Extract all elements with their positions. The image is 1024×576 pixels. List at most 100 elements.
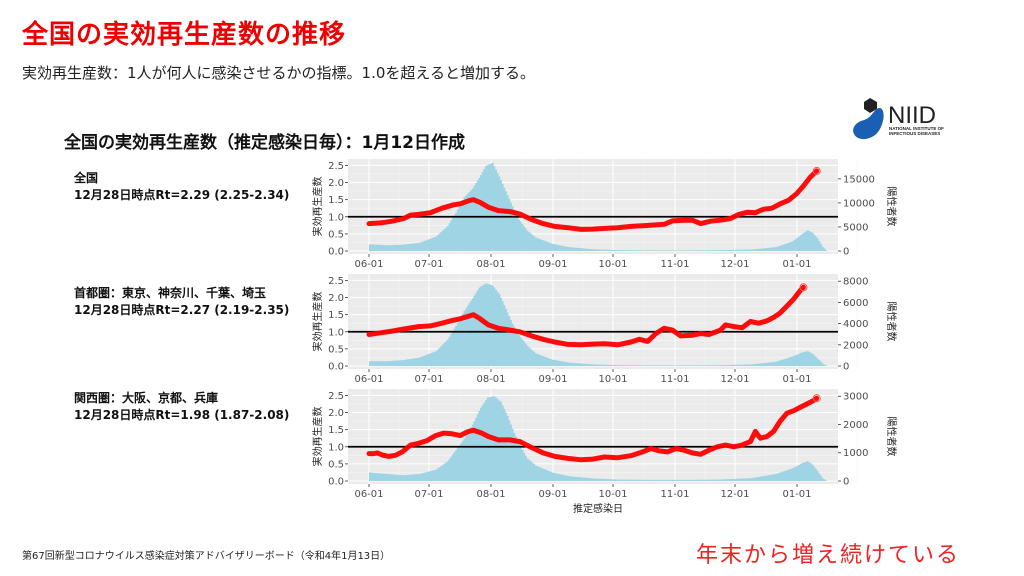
cases-bar — [770, 474, 773, 481]
cases-bar — [563, 246, 565, 251]
cases-bar — [531, 234, 534, 251]
cases-bar — [715, 250, 718, 251]
cases-bar — [710, 250, 713, 251]
cases-bar — [806, 351, 809, 366]
y-tick-label: 0.5 — [328, 229, 344, 240]
cases-bar — [722, 365, 725, 366]
cases-bar — [766, 362, 769, 366]
cases-bar — [747, 478, 750, 481]
x-tick-label: 06-01 — [354, 489, 383, 500]
cases-bar — [453, 328, 456, 366]
cases-bar — [584, 477, 587, 481]
cases-bar — [698, 250, 701, 251]
cases-bar — [435, 236, 438, 251]
cases-bar — [589, 478, 592, 481]
cases-bar — [662, 365, 665, 366]
logo-text: NIID — [888, 102, 936, 129]
cases-bar — [468, 430, 471, 481]
cases-bar — [378, 361, 381, 366]
cases-bar — [747, 364, 750, 366]
x-tick-label: 01-01 — [782, 374, 811, 385]
cases-bar — [432, 470, 434, 481]
cases-bar — [518, 335, 521, 366]
cases-bar — [697, 250, 700, 251]
cases-bar — [627, 250, 630, 251]
cases-bar — [425, 354, 428, 366]
cases-bar — [378, 473, 381, 481]
cases-bar — [626, 479, 628, 481]
cases-bar — [470, 300, 473, 366]
cases-bar — [760, 248, 763, 251]
cases-bar — [380, 244, 383, 251]
cases-bar — [652, 479, 655, 481]
cases-bar — [430, 353, 433, 366]
cases-bar — [801, 233, 804, 251]
cases-bar — [660, 365, 663, 366]
cases-bar — [519, 337, 522, 366]
cases-bar — [551, 243, 554, 251]
cases-bar — [441, 464, 444, 481]
cases-bar — [708, 250, 711, 251]
cases-bar — [582, 248, 585, 251]
cases-bar — [760, 363, 763, 366]
cases-bar — [825, 250, 827, 251]
cases-bar — [617, 365, 620, 366]
cases-bar — [407, 244, 410, 251]
cases-bar — [808, 462, 811, 481]
cases-bar — [649, 365, 652, 366]
cases-bar — [523, 452, 526, 481]
cases-bar — [611, 479, 614, 481]
cases-bar — [446, 461, 449, 481]
cases-bar — [642, 479, 645, 481]
cases-bar — [572, 362, 575, 366]
cases-bar — [567, 247, 570, 251]
cases-bar — [780, 360, 783, 366]
rt-line — [366, 284, 806, 348]
cases-bar — [375, 244, 378, 251]
cases-bar — [702, 479, 705, 481]
y2-tick-label: 2000 — [843, 420, 868, 431]
cases-bar — [524, 455, 527, 481]
cases-bar — [503, 305, 506, 366]
cases-bar — [388, 245, 391, 251]
cases-bar — [572, 247, 575, 251]
cases-bar — [757, 363, 759, 366]
cases-bar — [644, 479, 647, 481]
cases-bar — [524, 228, 527, 251]
cases-bar — [483, 284, 486, 366]
cases-bar — [796, 465, 799, 481]
cases-bar — [712, 250, 715, 251]
cases-bar — [427, 239, 429, 251]
cases-bar — [606, 364, 609, 366]
cases-bar — [611, 364, 614, 366]
cases-bar — [766, 247, 769, 251]
cases-bar — [556, 473, 559, 481]
cases-bar — [660, 250, 663, 251]
y-tick-label: 2.0 — [328, 408, 344, 419]
cases-bar — [541, 240, 544, 251]
cases-bar — [370, 361, 373, 366]
cases-bar — [675, 365, 678, 366]
cases-bar — [533, 464, 536, 481]
x-tick-label: 09-01 — [538, 259, 567, 270]
cases-bar — [390, 474, 393, 481]
cases-bar — [723, 365, 726, 366]
cases-bar — [621, 250, 624, 251]
cases-bar — [458, 445, 461, 481]
cases-bar — [377, 361, 380, 366]
cases-bar — [574, 476, 577, 481]
cases-bar — [420, 356, 423, 366]
cases-bar — [795, 466, 798, 481]
y2-tick-label: 0 — [843, 362, 849, 373]
cases-bar — [654, 250, 657, 251]
cases-bar — [597, 478, 600, 481]
cases-bar — [428, 239, 431, 251]
x-tick-label: 12-01 — [720, 374, 749, 385]
cases-bar — [629, 365, 632, 366]
cases-bar — [619, 365, 622, 366]
cases-bar — [597, 364, 600, 366]
cases-bar — [748, 478, 751, 481]
cases-bar — [372, 244, 375, 251]
cases-bar — [730, 364, 733, 366]
cases-bar — [407, 359, 410, 366]
